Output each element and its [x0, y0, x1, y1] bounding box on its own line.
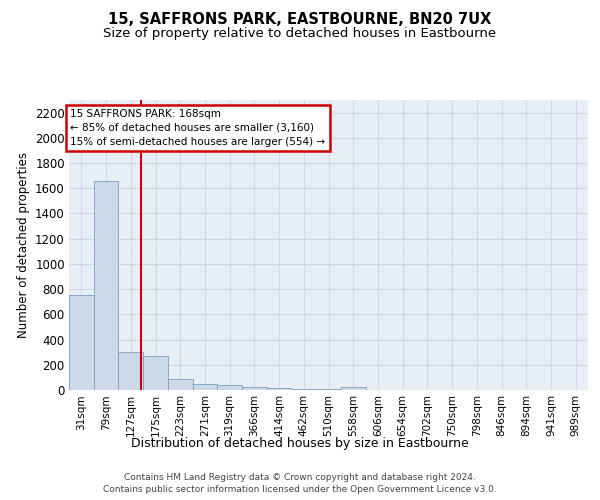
Bar — [118, 352, 143, 390]
Bar — [94, 180, 118, 390]
Bar — [168, 378, 193, 390]
Text: 15 SAFFRONS PARK: 168sqm
← 85% of detached houses are smaller (3,160)
15% of sem: 15 SAFFRONS PARK: 168sqm ← 85% of detach… — [70, 109, 325, 147]
Bar — [267, 388, 292, 390]
Text: Size of property relative to detached houses in Eastbourne: Size of property relative to detached ho… — [103, 28, 497, 40]
Text: Contains HM Land Registry data © Crown copyright and database right 2024.: Contains HM Land Registry data © Crown c… — [124, 472, 476, 482]
Bar — [69, 296, 94, 390]
Bar — [341, 388, 365, 390]
Bar — [292, 388, 316, 390]
Bar — [193, 384, 217, 390]
Text: Contains public sector information licensed under the Open Government Licence v3: Contains public sector information licen… — [103, 485, 497, 494]
Text: Distribution of detached houses by size in Eastbourne: Distribution of detached houses by size … — [131, 438, 469, 450]
Bar — [217, 385, 242, 390]
Text: 15, SAFFRONS PARK, EASTBOURNE, BN20 7UX: 15, SAFFRONS PARK, EASTBOURNE, BN20 7UX — [109, 12, 491, 28]
Bar — [316, 388, 341, 390]
Bar — [143, 356, 168, 390]
Y-axis label: Number of detached properties: Number of detached properties — [17, 152, 29, 338]
Bar — [242, 388, 267, 390]
